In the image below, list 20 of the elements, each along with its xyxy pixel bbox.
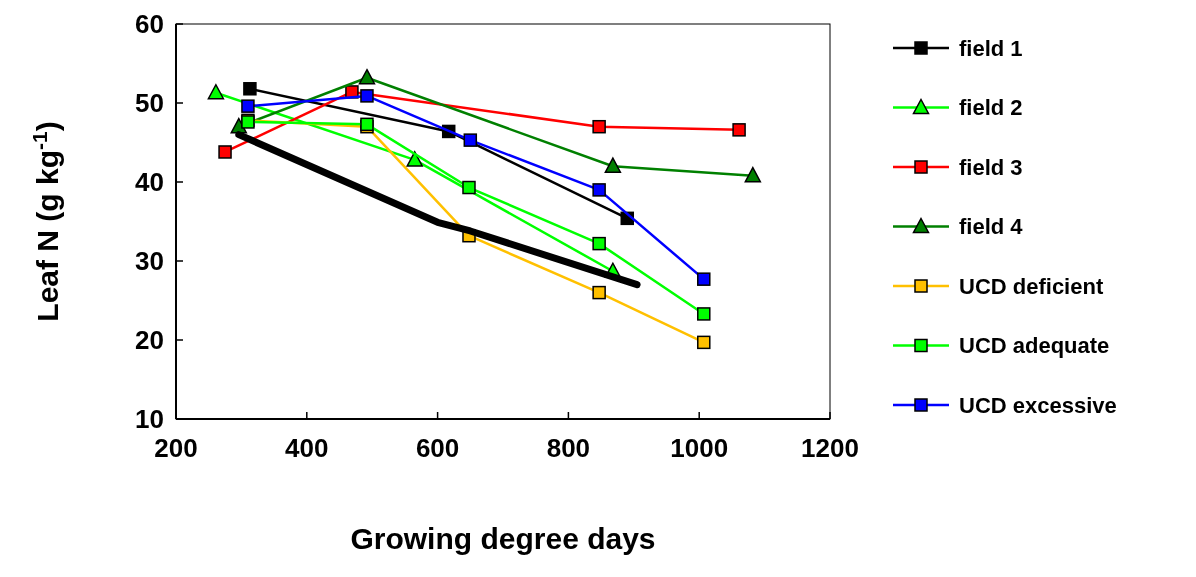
- legend-label: field 4: [959, 214, 1024, 240]
- x-tick-label: 1000: [670, 433, 729, 463]
- x-tick-label: 1200: [801, 433, 859, 463]
- x-axis-title: Growing degree days: [350, 522, 656, 555]
- x-tick-label: 200: [154, 433, 198, 463]
- legend-label: field 3: [959, 154, 1023, 180]
- legend-label: field 2: [959, 95, 1023, 121]
- y-tick-label: 30: [135, 246, 164, 277]
- legend-label: UCD excessive: [959, 392, 1117, 418]
- y-tick-label: 10: [135, 404, 164, 435]
- y-tick-label: 50: [135, 88, 164, 119]
- y-tick-label: 60: [135, 9, 164, 40]
- y-tick-label: 40: [135, 167, 164, 198]
- x-tick-label: 800: [546, 433, 591, 463]
- legend-label: field 1: [959, 35, 1023, 61]
- y-tick-label: 20: [135, 325, 164, 356]
- legend-label: UCD deficient: [959, 273, 1104, 299]
- x-tick-label: 600: [415, 433, 460, 463]
- x-tick-label: 400: [285, 433, 329, 463]
- legend-label: UCD adequate: [959, 333, 1110, 359]
